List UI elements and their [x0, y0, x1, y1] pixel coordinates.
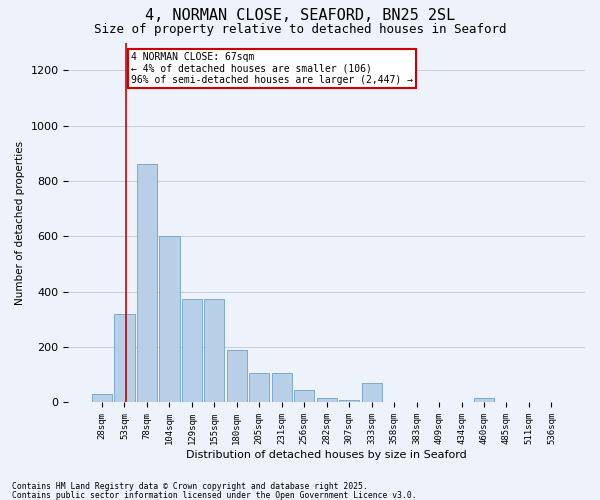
- Bar: [115, 314, 134, 402]
- Bar: [317, 398, 337, 402]
- Bar: [339, 400, 359, 402]
- Bar: [159, 236, 179, 402]
- Bar: [272, 374, 292, 402]
- Bar: [362, 383, 382, 402]
- Text: Contains HM Land Registry data © Crown copyright and database right 2025.: Contains HM Land Registry data © Crown c…: [12, 482, 368, 491]
- Text: 4, NORMAN CLOSE, SEAFORD, BN25 2SL: 4, NORMAN CLOSE, SEAFORD, BN25 2SL: [145, 8, 455, 22]
- Bar: [474, 398, 494, 402]
- Bar: [249, 374, 269, 402]
- Bar: [182, 298, 202, 403]
- Bar: [294, 390, 314, 402]
- Text: Size of property relative to detached houses in Seaford: Size of property relative to detached ho…: [94, 22, 506, 36]
- Bar: [227, 350, 247, 403]
- X-axis label: Distribution of detached houses by size in Seaford: Distribution of detached houses by size …: [187, 450, 467, 460]
- Y-axis label: Number of detached properties: Number of detached properties: [15, 140, 25, 304]
- Bar: [204, 298, 224, 403]
- Bar: [92, 394, 112, 402]
- Text: Contains public sector information licensed under the Open Government Licence v3: Contains public sector information licen…: [12, 490, 416, 500]
- Text: 4 NORMAN CLOSE: 67sqm
← 4% of detached houses are smaller (106)
96% of semi-deta: 4 NORMAN CLOSE: 67sqm ← 4% of detached h…: [131, 52, 413, 86]
- Bar: [137, 164, 157, 402]
